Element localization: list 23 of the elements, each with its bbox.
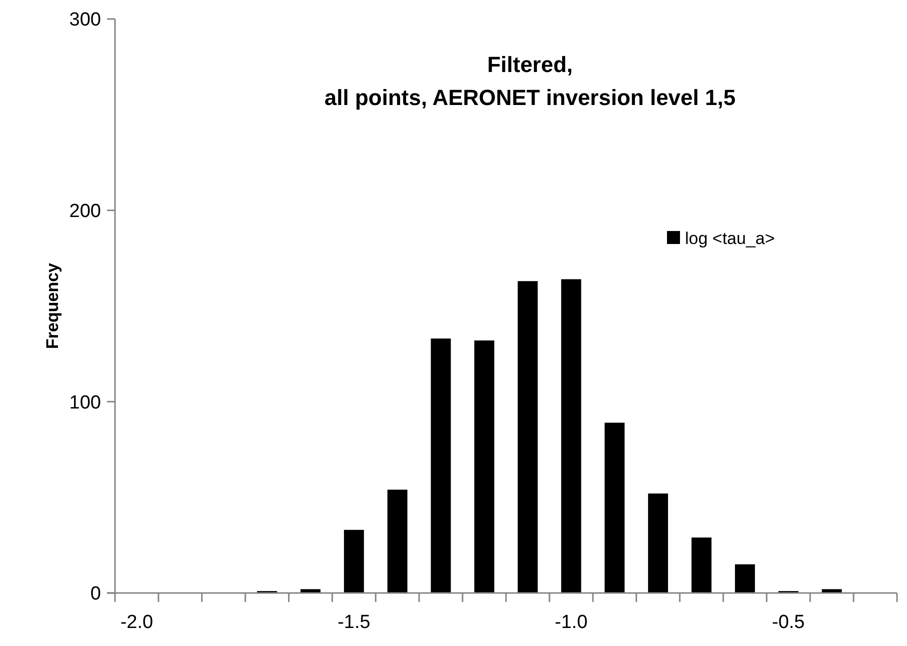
legend-label: log <tau_a> [685, 228, 775, 248]
bar [387, 490, 408, 593]
y-tick-label: 300 [69, 10, 101, 31]
bar [344, 530, 364, 593]
x-tick-label: -2.0 [120, 612, 154, 633]
x-tick-label: -0.5 [772, 612, 805, 633]
bar [561, 279, 582, 593]
bar [474, 340, 494, 593]
bar [518, 281, 538, 593]
bar [430, 338, 451, 593]
bar [648, 494, 668, 593]
bar [604, 422, 625, 593]
y-tick-label: 200 [69, 200, 101, 222]
bar [734, 564, 755, 593]
x-tick-label: -1.0 [554, 612, 588, 633]
bar [692, 538, 712, 593]
bar [822, 589, 842, 593]
y-axis-title: Frequency [43, 262, 62, 349]
bar [300, 589, 320, 593]
x-tick-label: -1.5 [338, 612, 370, 633]
y-tick-label: 0 [90, 584, 101, 605]
text: Filtered, all points, AERONET inversion level 1,5 [324, 52, 736, 110]
y-tick-label: 100 [69, 392, 101, 414]
